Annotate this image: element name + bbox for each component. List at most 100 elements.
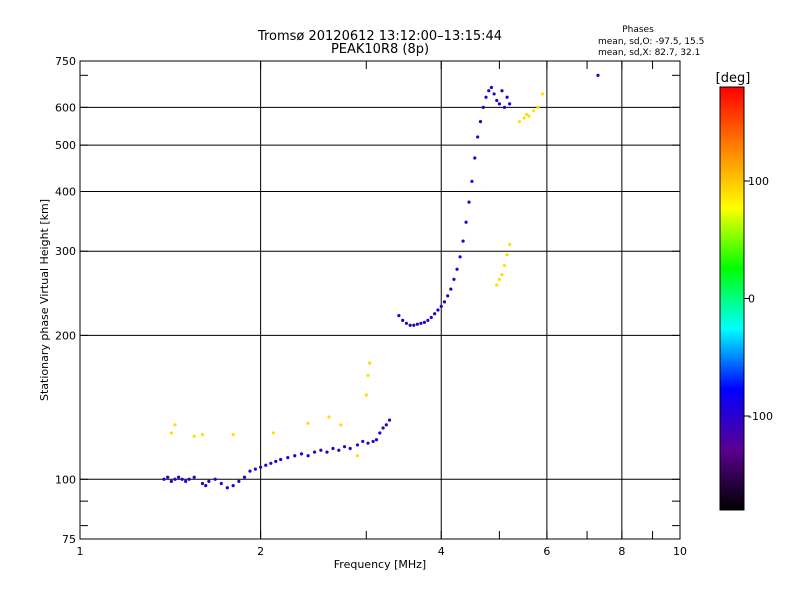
data-point [446,294,450,298]
data-point [522,116,526,120]
data-point [429,315,433,320]
data-point [361,439,365,444]
data-point [368,361,372,365]
data-point [467,200,471,204]
data-point [306,421,310,425]
colorbar-label: [deg] [716,71,751,86]
data-point [476,135,480,139]
data-point [452,277,456,281]
data-point [489,85,494,90]
data-point [173,423,177,427]
data-point [166,475,170,479]
data-point [231,433,235,437]
data-point [497,277,501,281]
data-point [540,92,545,96]
phases-heading: Phases [622,25,654,35]
x-tick-label: 4 [438,545,445,558]
data-point [293,454,297,458]
data-point [415,322,419,326]
colorbar-tick-label: 100 [748,175,769,188]
data-point [384,423,388,427]
data-point [180,477,184,481]
data-point [502,263,507,268]
data-point [327,415,331,419]
data-point [371,439,375,444]
axis-ticks [79,61,681,539]
data-point [355,443,360,447]
x-tick-label: 6 [543,545,550,558]
data-point [306,454,310,458]
y-tick-labels: 75 100 200 300 400 500 600 750 [55,55,76,546]
data-point [366,441,370,445]
data-point [200,481,205,486]
data-point [231,484,235,488]
data-point [173,477,177,481]
data-point [531,109,536,113]
plot-frame [79,60,681,540]
y-tick-label: 100 [55,473,76,486]
data-point [269,461,273,465]
data-point [271,431,275,435]
data-point [299,452,304,456]
data-point [259,465,263,469]
data-point [508,242,512,247]
data-point [464,220,468,224]
data-point [397,314,401,318]
data-point [339,423,343,427]
x-tick-label: 2 [257,545,264,558]
data-point [497,102,501,106]
data-point [381,426,385,430]
data-point [264,463,268,467]
y-tick-label: 600 [55,101,76,114]
chart-title: Tromsø 20120612 13:12:00–13:15:44 [257,29,502,44]
data-point [508,102,512,106]
data-point [455,267,459,271]
y-tick-label: 750 [55,55,76,68]
data-point [527,114,531,118]
data-point [412,323,416,327]
data-point [325,450,329,454]
data-point [426,318,430,322]
data-point [184,479,188,483]
data-point [419,321,423,325]
x-tick-label: 8 [618,545,625,558]
data-point [505,95,509,99]
data-point [436,308,440,312]
data-point [192,434,196,438]
x-tick-label: 10 [673,545,687,558]
data-point [225,486,229,490]
data-point [458,255,462,259]
y-tick-label: 200 [55,329,76,342]
data-point [312,450,317,454]
data-point [408,323,412,327]
data-point [500,273,504,277]
data-point [492,92,496,96]
y-tick-label: 75 [62,533,76,546]
data-point [495,283,499,287]
x-tick-label: 1 [77,545,84,558]
data-point [433,312,437,316]
data-point [348,446,352,451]
data-point [169,431,173,435]
data-point [502,105,507,109]
data-point [374,438,379,442]
colorbar-ticks: -100 0 100 [744,175,773,423]
data-point [204,484,208,488]
data-point [596,73,600,77]
data-point [200,433,205,437]
data-point [487,89,491,93]
data-point [473,156,477,160]
data-point [461,239,465,243]
data-point [219,481,223,486]
y-tick-label: 500 [55,139,76,152]
data-point [253,467,257,471]
data-point [536,105,540,109]
data-point [404,321,409,325]
data-point [517,120,522,124]
data-point [248,469,252,473]
colorbar-tick-label: 0 [748,293,755,306]
data-point [422,320,427,324]
data-point [439,304,443,308]
data-point [470,179,474,183]
data-point [242,475,247,479]
